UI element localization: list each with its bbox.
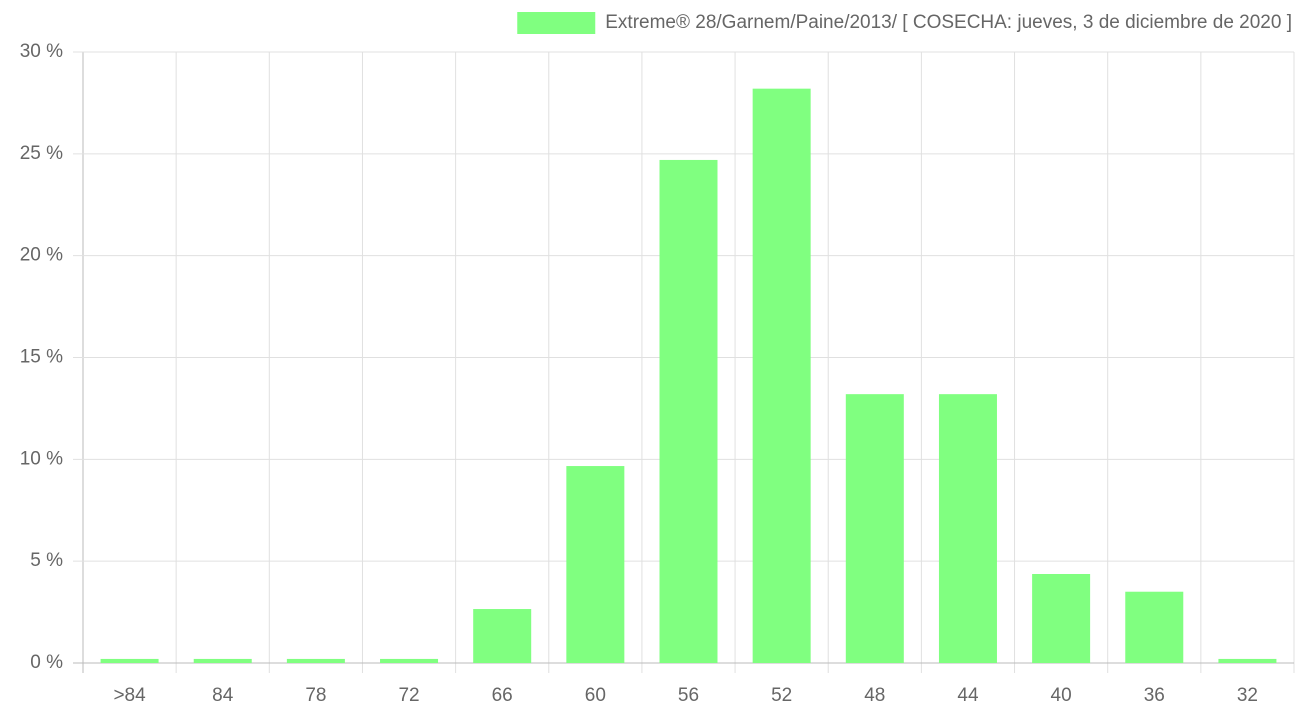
bar	[659, 159, 718, 663]
bar	[566, 466, 625, 663]
x-tick-label: 72	[398, 685, 419, 706]
y-tick-label: 5 %	[30, 550, 63, 571]
bar	[938, 394, 997, 663]
y-tick-label: 20 %	[20, 245, 63, 266]
y-tick-label: 10 %	[20, 448, 63, 469]
bar	[286, 658, 345, 663]
bar	[845, 394, 904, 663]
x-tick-label: 60	[585, 685, 606, 706]
x-tick-label: 32	[1237, 685, 1258, 706]
y-tick-label: 0 %	[30, 652, 63, 673]
bar	[380, 658, 439, 663]
x-tick-label: 48	[864, 685, 885, 706]
x-tick-label: 52	[771, 685, 792, 706]
x-tick-label: 56	[678, 685, 699, 706]
x-tick-label: 36	[1144, 685, 1165, 706]
bar	[473, 609, 532, 663]
legend-swatch	[517, 12, 596, 34]
bar	[1032, 573, 1091, 663]
bar	[100, 658, 159, 663]
y-tick-label: 25 %	[20, 143, 63, 164]
x-tick-label: 44	[957, 685, 979, 706]
x-tick-label: 78	[305, 685, 326, 706]
y-tick-label: 15 %	[20, 347, 63, 368]
bar	[1125, 591, 1184, 663]
x-tick-label: 66	[492, 685, 513, 706]
legend-label: Extreme® 28/Garnem/Paine/2013/ [ COSECHA…	[605, 12, 1292, 33]
bar	[1218, 658, 1277, 663]
bar	[752, 88, 811, 663]
x-tick-label: 84	[212, 685, 234, 706]
x-tick-label: >84	[113, 685, 146, 706]
y-tick-label: 30 %	[20, 41, 63, 62]
x-tick-label: 40	[1051, 685, 1072, 706]
bar	[193, 658, 252, 663]
